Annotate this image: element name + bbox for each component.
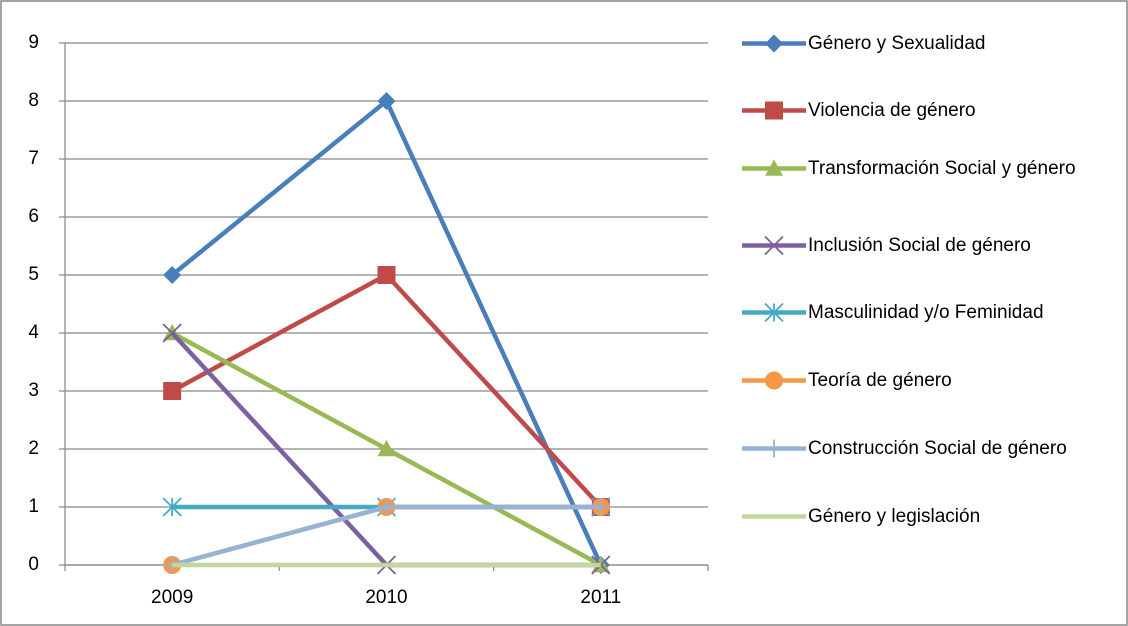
y-tick-label: 3	[28, 380, 39, 401]
legend-label: Transformación Social y género	[808, 158, 1076, 179]
x-tick-label: 2010	[365, 587, 407, 608]
legend-label: Masculinidad y/o Feminidad	[808, 302, 1044, 323]
legend-swatch	[742, 235, 806, 256]
y-tick-label: 6	[28, 206, 39, 227]
marker	[765, 371, 783, 390]
legend-entry: Género y Sexualidad	[740, 30, 1125, 57]
x-tick-label: 2011	[580, 587, 621, 608]
legend-entry: Construcción Social de género	[740, 435, 1125, 462]
marker	[765, 159, 783, 176]
marker	[764, 235, 784, 256]
legend-swatch	[742, 101, 806, 120]
marker	[377, 440, 396, 457]
legend-swatch	[742, 34, 806, 53]
marker	[765, 34, 783, 53]
legend-swatch	[742, 159, 806, 176]
legend-entry: Masculinidad y/o Feminidad	[740, 299, 1125, 326]
marker	[163, 266, 182, 284]
marker	[765, 439, 783, 458]
marker	[764, 302, 784, 323]
legend-swatch	[742, 439, 806, 458]
legend-label: Inclusión Social de género	[808, 235, 1031, 256]
legend-entry: Teoría de género	[740, 367, 1125, 394]
y-tick-label: 4	[28, 322, 39, 343]
marker	[591, 498, 610, 516]
legend-entry: Transformación Social y género	[740, 155, 1125, 182]
y-tick-label: 0	[28, 554, 39, 575]
y-tick-label: 1	[28, 496, 39, 517]
legend-swatch	[742, 514, 806, 519]
marker	[377, 266, 396, 284]
y-tick-label: 7	[28, 148, 39, 169]
legend-swatch	[742, 371, 806, 390]
legend-entry: Violencia de género	[740, 97, 1125, 124]
legend-label: Violencia de género	[808, 100, 976, 121]
legend-swatch	[742, 302, 806, 323]
marker	[377, 498, 396, 516]
legend-entry: Género y legislación	[740, 503, 1125, 530]
y-tick-label: 2	[28, 438, 39, 459]
marker	[162, 497, 182, 517]
legend-label: Construcción Social de género	[808, 438, 1067, 459]
y-tick-label: 8	[28, 90, 39, 111]
y-tick-label: 5	[28, 264, 39, 285]
marker	[162, 323, 182, 343]
legend-label: Teoría de género	[808, 370, 952, 391]
x-tick-label: 2009	[151, 587, 193, 608]
legend-label: Género y Sexualidad	[808, 33, 986, 54]
marker	[163, 382, 182, 400]
legend-label: Género y legislación	[808, 506, 981, 527]
marker	[765, 101, 783, 120]
y-tick-label: 9	[28, 32, 39, 53]
marker	[377, 92, 396, 110]
legend-entry: Inclusión Social de género	[740, 232, 1125, 259]
